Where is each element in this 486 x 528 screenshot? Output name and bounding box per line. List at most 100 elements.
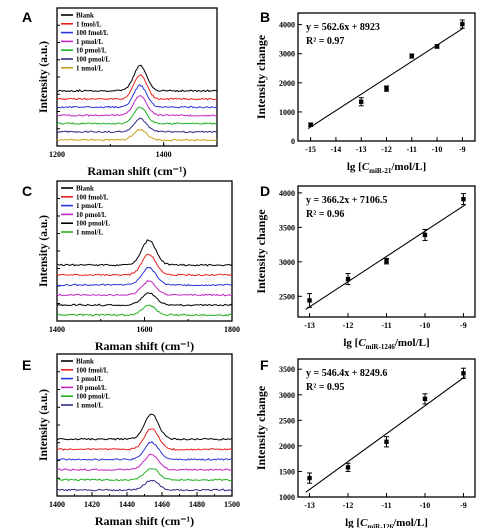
y-axis-title: Intensity (a.u.): [38, 215, 50, 287]
x-tick-label: 1460: [154, 500, 170, 509]
r-squared-label: R² = 0.95: [306, 382, 344, 393]
y-axis-title: Intensity change: [254, 209, 268, 294]
x-axis-title: Raman shift (cm⁻¹): [95, 514, 194, 528]
x-tick-label: -10: [420, 321, 431, 330]
x-axis-title: Raman shift (cm⁻¹): [87, 164, 186, 178]
x-tick-label: -10: [420, 501, 431, 510]
x-axis-title: Raman shift (cm⁻¹): [95, 339, 194, 353]
x-tick-label: 1500: [224, 500, 240, 509]
y-tick-label: 1000: [279, 493, 295, 502]
y-axis-title: Intensity (a.u.): [38, 41, 50, 113]
spectrum-line: [56, 239, 233, 267]
data-point: [359, 99, 364, 104]
spectrum-line: [56, 84, 218, 109]
spectrum-line: [56, 266, 233, 287]
legend-label: 1 nmol/L: [76, 64, 103, 72]
x-tick-label: 1400: [156, 150, 172, 159]
x-tick-label: -9: [459, 145, 466, 154]
spectrum-line: [56, 128, 218, 142]
panel-label: D: [260, 183, 270, 199]
legend-label: 10 pmol/L: [76, 211, 107, 219]
y-tick-label: 2500: [279, 416, 295, 425]
spectrum-line: [56, 468, 233, 482]
x-tick-label: -9: [460, 321, 467, 330]
x-tick-label: -10: [432, 145, 443, 154]
x-tick-label: 1200: [49, 150, 65, 159]
legend-label: Blank: [76, 12, 94, 20]
spectrum-line: [56, 479, 232, 492]
fit-line: [305, 204, 466, 310]
y-tick-label: 1000: [279, 108, 295, 117]
legend-label: 100 pmol/L: [76, 220, 110, 228]
y-tick-label: 3500: [279, 365, 295, 374]
x-tick-label: -9: [460, 501, 467, 510]
data-point: [434, 44, 440, 49]
x-tick-label: -11: [407, 145, 417, 154]
fit-line: [305, 375, 466, 493]
y-tick-label: 3000: [279, 258, 295, 267]
y-tick-label: 3500: [279, 223, 295, 232]
spectrum-line: [56, 95, 218, 117]
legend-label: 10 pmol/L: [76, 47, 107, 55]
data-point: [308, 122, 313, 127]
x-tick-label: -13: [304, 501, 315, 510]
y-axis-title: Intensity change: [254, 385, 268, 470]
spectrum-line: [56, 413, 233, 441]
data-point: [384, 86, 389, 91]
panel-label: E: [22, 357, 31, 373]
panel-label: C: [22, 183, 32, 199]
data-point: [409, 53, 414, 59]
y-tick-label: 3000: [279, 50, 295, 59]
y-tick-label: 4000: [279, 21, 295, 30]
r-squared-label: R² = 0.97: [306, 36, 344, 47]
x-tick-label: -13: [304, 321, 315, 330]
spectrum-line: [56, 304, 233, 317]
x-tick-label: -12: [381, 145, 392, 154]
data-point: [345, 276, 351, 282]
legend-label: 1 pmol/L: [76, 375, 103, 383]
data-point: [307, 475, 312, 481]
panel-label: B: [260, 9, 270, 25]
x-tick-label: -12: [343, 321, 354, 330]
data-point: [345, 465, 351, 470]
scatter-panel-B: -15 -14 -13 -12 -11 -10 -9 0 1000 2000 3000 4000 y =…: [254, 12, 476, 175]
y-tick-label: 0: [291, 137, 295, 146]
data-point: [384, 439, 389, 444]
panel-label: A: [22, 9, 32, 25]
y-tick-label: 3000: [279, 391, 295, 400]
y-axis-title: Intensity change: [254, 34, 268, 119]
x-tick-label: -15: [305, 145, 316, 154]
spectrum-line: [56, 453, 233, 472]
y-tick-label: 2000: [279, 79, 295, 88]
spectrum-line: [56, 117, 218, 134]
equation-label: y = 546.4x + 8249.6: [306, 368, 387, 379]
y-axis-title: Intensity (a.u.): [38, 389, 50, 461]
legend-label: 100 fmol/L: [76, 193, 109, 201]
legend-label: 100 fmol/L: [76, 29, 109, 37]
data-point: [384, 258, 389, 264]
x-tick-label: 1800: [224, 325, 240, 334]
x-tick-label: 1400: [49, 325, 65, 334]
scatter-panel-F: -13 -12 -11 -10 -9 1000 1500 2000 2500 3000 3500 y …: [254, 358, 476, 528]
spectrum-line: [56, 292, 233, 307]
legend-label: 100 fmol/L: [76, 366, 109, 374]
r-squared-label: R² = 0.96: [306, 209, 344, 220]
data-point: [307, 298, 312, 303]
x-tick-label: 1400: [49, 500, 65, 509]
y-tick-label: 2000: [279, 442, 295, 451]
legend-label: Blank: [76, 358, 94, 366]
legend-label: 1 pmol/L: [76, 202, 103, 210]
equation-label: y = 366.2x + 7106.5: [306, 195, 387, 206]
spectrum-line: [56, 428, 233, 451]
x-axis-title: lg [CmiR-21/mol/L]: [347, 161, 426, 175]
data-point: [461, 196, 466, 202]
legend-label: 100 pmol/L: [76, 56, 110, 64]
legend-label: 100 pmol/L: [76, 393, 110, 401]
legend-label: 1 nmol/L: [76, 229, 103, 237]
x-axis-title: lg [CmiR-126/mol/L]: [345, 517, 428, 528]
legend-label: 1 nmol/L: [76, 402, 103, 410]
